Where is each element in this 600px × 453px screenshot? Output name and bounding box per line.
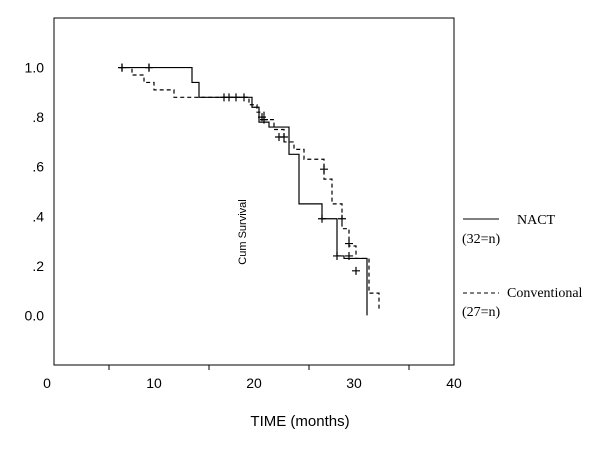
x-tick-label: 10 <box>146 375 162 391</box>
censor-mark <box>345 251 353 260</box>
censor-mark <box>333 251 341 260</box>
y-tick-label: .8 <box>32 109 44 125</box>
x-tick-label: 40 <box>446 375 462 391</box>
km-curve-conventional <box>119 66 380 311</box>
y-tick-label: 1.0 <box>25 60 45 76</box>
censor-mark <box>345 239 353 248</box>
censor-mark <box>145 63 153 72</box>
legend: NACT (32=n) Conventional (27=n) <box>462 213 583 320</box>
censor-mark <box>240 93 248 102</box>
y-tick-label: .4 <box>32 208 44 224</box>
x-axis-title: TIME (months) <box>250 413 349 430</box>
y-tick-label: 0.0 <box>25 307 45 323</box>
censor-mark <box>260 115 268 124</box>
censor-mark <box>225 93 233 102</box>
y-tick-label: .2 <box>32 258 44 274</box>
x-tick-label: 20 <box>246 375 262 391</box>
legend-label-conventional: Conventional <box>507 286 583 301</box>
censor-mark <box>118 63 126 72</box>
legend-count-conventional: (27=n) <box>462 305 501 320</box>
censor-mark <box>338 214 346 223</box>
ticks-layer: 1.0 .8 .6 .4 .2 0.0 0 10 20 30 40 <box>25 60 462 391</box>
legend-count-nact: (32=n) <box>462 232 501 247</box>
series-layer <box>118 63 380 316</box>
km-curve-nact <box>119 66 368 316</box>
censor-mark <box>320 165 328 174</box>
legend-label-nact: NACT <box>517 213 556 228</box>
plot-frame <box>53 17 455 366</box>
censor-mark <box>280 132 288 141</box>
x-tick-label: 0 <box>43 375 51 391</box>
y-tick-label: .6 <box>32 159 44 175</box>
x-tick-label: 30 <box>346 375 362 391</box>
censor-mark <box>318 214 326 223</box>
y-axis-title: Cum Survival <box>237 199 249 264</box>
censor-mark <box>352 266 360 275</box>
